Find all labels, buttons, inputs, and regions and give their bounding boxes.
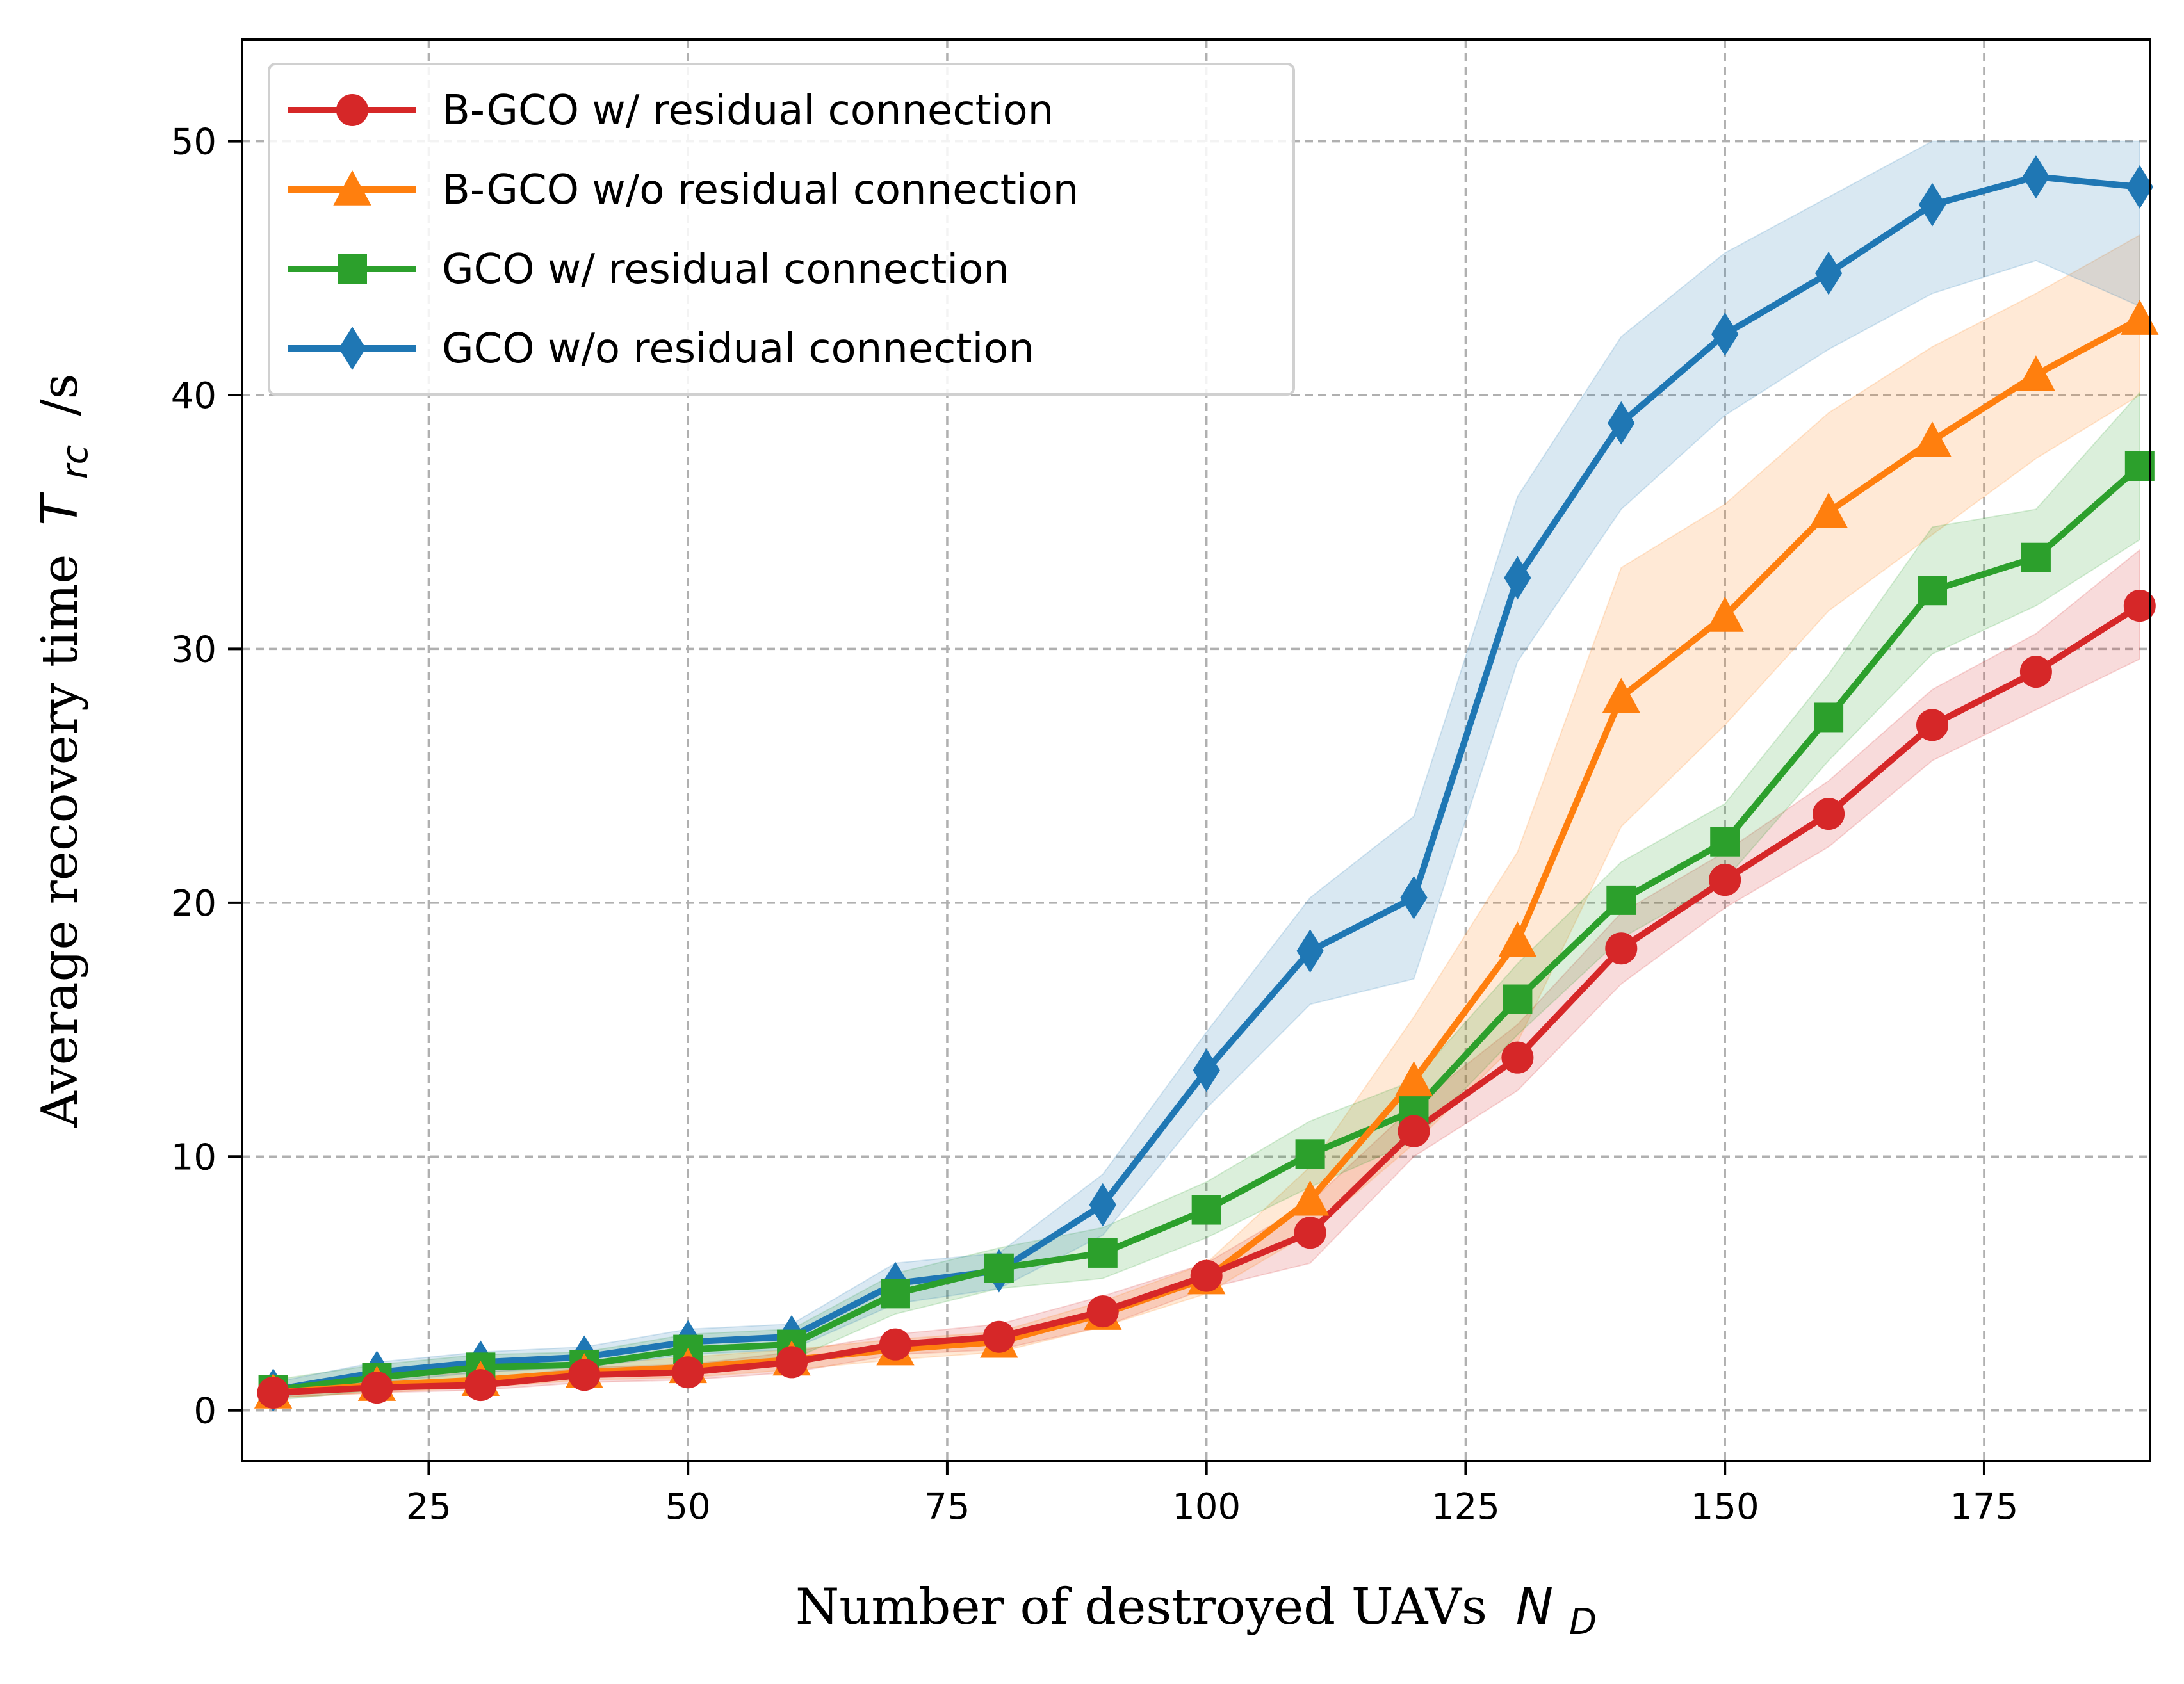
- y-axis-label-subscript: rc: [54, 444, 96, 479]
- y-tick-label: 50: [171, 122, 216, 163]
- x-axis-label: Number of destroyed UAVs N D: [795, 1578, 1597, 1643]
- data-point-gco-w-residual-connection: [1710, 827, 1740, 857]
- x-tick-label: 175: [1950, 1486, 2019, 1528]
- data-point-gco-w-o-residual-connection: [1814, 251, 1843, 295]
- legend-entry-gco-w-o-residual-connection: GCO w/o residual connection: [288, 325, 1034, 373]
- data-point-gco-w-residual-connection: [984, 1253, 1014, 1283]
- legend-marker-swatch: [338, 254, 367, 284]
- data-point-b-gco-w-residual-connection: [464, 1369, 497, 1402]
- data-point-b-gco-w-residual-connection: [1916, 709, 1949, 741]
- data-point-b-gco-w-o-residual-connection: [1809, 492, 1848, 528]
- x-tick-label: 50: [665, 1486, 711, 1528]
- data-point-b-gco-w-residual-connection: [2019, 656, 2052, 688]
- legend-label: GCO w/ residual connection: [442, 246, 1009, 293]
- x-tick-label: 150: [1691, 1486, 1759, 1528]
- y-tick-label: 20: [171, 883, 216, 925]
- markers-gco-w-residual-connection: [258, 451, 2155, 1405]
- data-point-gco-w-residual-connection: [1191, 1195, 1221, 1225]
- x-tick-label: 75: [924, 1486, 970, 1528]
- data-point-b-gco-w-residual-connection: [879, 1328, 911, 1361]
- data-point-b-gco-w-o-residual-connection: [1913, 421, 1952, 457]
- data-point-gco-w-o-residual-connection: [2126, 165, 2153, 209]
- data-point-b-gco-w-o-residual-connection: [1498, 921, 1537, 957]
- data-point-b-gco-w-residual-connection: [1813, 798, 1845, 830]
- data-point-b-gco-w-residual-connection: [361, 1372, 393, 1404]
- y-tick-label: 30: [171, 629, 216, 670]
- data-point-b-gco-w-o-residual-connection: [1291, 1180, 1330, 1216]
- data-point-b-gco-w-residual-connection: [1294, 1217, 1326, 1249]
- legend-entries: B-GCO w/ residual connection B-GCO w/o re…: [288, 87, 1079, 373]
- data-point-gco-w-o-residual-connection: [1918, 182, 1946, 227]
- data-point-gco-w-o-residual-connection: [1504, 556, 1531, 600]
- legend-marker-swatch: [338, 327, 366, 370]
- y-axis-label: Average recovery time T rc /s: [31, 373, 99, 1128]
- data-point-b-gco-w-residual-connection: [982, 1320, 1015, 1353]
- legend-entry-b-gco-w-o-residual-connection: B-GCO w/o residual connection: [288, 166, 1079, 214]
- data-point-gco-w-o-residual-connection: [1296, 929, 1324, 973]
- legend: B-GCO w/ residual connection B-GCO w/o re…: [268, 63, 1295, 396]
- legend-entry-gco-w-residual-connection: GCO w/ residual connection: [288, 246, 1009, 293]
- data-point-gco-w-residual-connection: [880, 1279, 910, 1309]
- data-point-gco-w-residual-connection: [2021, 542, 2051, 572]
- data-point-gco-w-residual-connection: [1814, 702, 1844, 733]
- x-axis-label-subscript: D: [1569, 1601, 1597, 1643]
- data-point-gco-w-o-residual-connection: [1193, 1048, 1220, 1092]
- data-point-gco-w-residual-connection: [1503, 984, 1533, 1014]
- data-point-b-gco-w-residual-connection: [1709, 864, 1741, 896]
- legend-marker-swatch: [333, 170, 371, 206]
- data-point-b-gco-w-o-residual-connection: [1394, 1061, 1433, 1097]
- data-point-gco-w-residual-connection: [1088, 1238, 1118, 1268]
- data-point-b-gco-w-residual-connection: [776, 1346, 808, 1379]
- data-point-gco-w-residual-connection: [1606, 885, 1636, 915]
- data-point-b-gco-w-residual-connection: [1605, 932, 1638, 965]
- y-tick-label: 40: [171, 375, 216, 417]
- data-point-gco-w-o-residual-connection: [1608, 401, 1635, 445]
- data-point-gco-w-o-residual-connection: [1711, 312, 1739, 356]
- band-b-gco-w-o-residual-connection: [272, 234, 2140, 1398]
- y-axis-label-text: Average recovery time: [31, 555, 89, 1128]
- band-b-gco-w-residual-connection: [272, 548, 2140, 1398]
- data-point-gco-w-residual-connection: [1918, 576, 1948, 606]
- data-point-gco-w-o-residual-connection: [1400, 876, 1428, 919]
- legend-label: B-GCO w/o residual connection: [442, 166, 1079, 214]
- markers-b-gco-w-residual-connection: [257, 590, 2156, 1409]
- x-tick-label: 100: [1172, 1486, 1241, 1528]
- legend-box: [268, 63, 1295, 396]
- legend-entry-b-gco-w-residual-connection: B-GCO w/ residual connection: [288, 87, 1054, 134]
- legend-marker-swatch: [336, 94, 368, 126]
- data-point-b-gco-w-residual-connection: [1086, 1295, 1119, 1328]
- data-point-b-gco-w-o-residual-connection: [1602, 677, 1640, 713]
- data-point-b-gco-w-o-residual-connection: [2017, 355, 2055, 391]
- data-point-b-gco-w-residual-connection: [2123, 590, 2156, 622]
- data-point-b-gco-w-residual-connection: [568, 1359, 601, 1391]
- data-point-b-gco-w-residual-connection: [1501, 1041, 1534, 1074]
- series-markers: [254, 155, 2159, 1412]
- x-tick-label: 125: [1431, 1486, 1500, 1528]
- legend-label: GCO w/o residual connection: [442, 325, 1034, 373]
- y-tick-label: 10: [171, 1137, 216, 1178]
- y-tick-label: 0: [193, 1391, 216, 1432]
- data-point-gco-w-residual-connection: [1295, 1139, 1325, 1169]
- x-axis-label-symbol: N: [1516, 1578, 1553, 1636]
- data-point-b-gco-w-residual-connection: [1398, 1115, 1430, 1147]
- data-point-b-gco-w-residual-connection: [257, 1376, 289, 1409]
- data-point-b-gco-w-o-residual-connection: [2121, 299, 2159, 335]
- y-axis-label-unit: /s: [31, 373, 89, 416]
- plot-frame: [241, 38, 2151, 1462]
- data-point-gco-w-o-residual-connection: [1089, 1183, 1116, 1227]
- x-tick-label: 25: [406, 1486, 452, 1528]
- y-axis-label-symbol: T: [31, 492, 89, 526]
- x-axis-label-text: Number of destroyed UAVs: [795, 1578, 1487, 1636]
- data-point-gco-w-o-residual-connection: [2022, 155, 2050, 198]
- data-point-b-gco-w-residual-connection: [672, 1356, 705, 1389]
- data-point-b-gco-w-o-residual-connection: [1706, 596, 1744, 632]
- data-point-b-gco-w-residual-connection: [1190, 1259, 1223, 1292]
- axis-ticks: 25 50 75 100 125 150 175 0 10 20 30 40 50: [171, 122, 2019, 1528]
- legend-label: B-GCO w/ residual connection: [442, 87, 1054, 134]
